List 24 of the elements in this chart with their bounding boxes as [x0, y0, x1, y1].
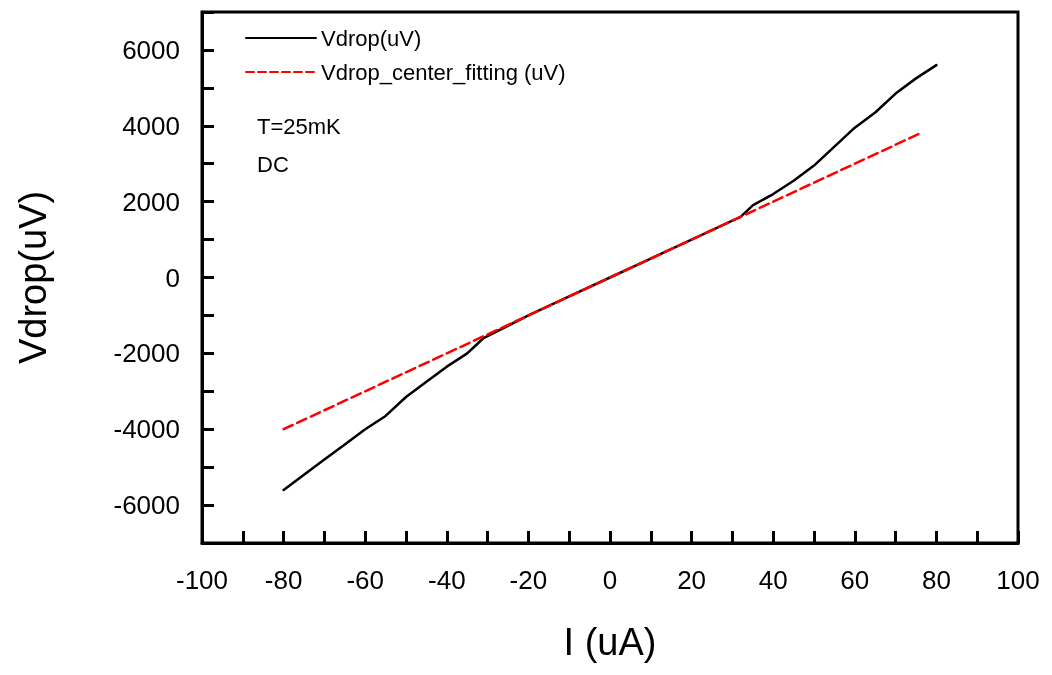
- y-tick-label: -4000: [113, 414, 180, 445]
- x-tick-label: -20: [509, 565, 548, 595]
- x-tick-label: -60: [346, 565, 384, 595]
- x-tick-label: 100: [996, 565, 1040, 595]
- x-tick-label: 60: [840, 565, 870, 595]
- x-tick-label: -40: [428, 565, 466, 595]
- x-tick-label: 80: [921, 565, 951, 595]
- x-tick-label: 20: [677, 565, 707, 595]
- x-tick-label: -80: [264, 565, 303, 595]
- x-tick-label: 0: [602, 565, 618, 595]
- x-tick-label: 40: [758, 565, 788, 595]
- y-tick-label: -2000: [113, 338, 180, 369]
- legend-label: Vdrop_center_fitting (uV): [321, 59, 566, 85]
- annotation: T=25mK: [257, 113, 342, 139]
- y-tick-label: 2000: [122, 186, 180, 217]
- x-tick-label: -100: [175, 565, 229, 595]
- legend-label: Vdrop(uV): [321, 25, 422, 51]
- y-tick-label: 6000: [122, 34, 180, 65]
- y-tick-label: 0: [165, 262, 180, 293]
- y-axis-title: Vdrop(uV): [12, 190, 54, 365]
- annotation: DC: [257, 151, 289, 177]
- y-tick-label: -6000: [113, 490, 180, 521]
- y-tick-label: 4000: [122, 110, 180, 141]
- x-axis-title: I (uA): [563, 621, 657, 663]
